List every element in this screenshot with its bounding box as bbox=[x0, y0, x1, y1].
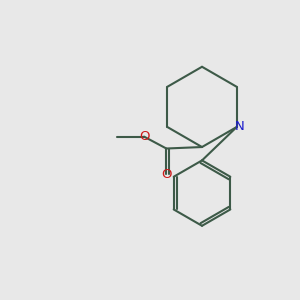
Text: O: O bbox=[139, 130, 149, 143]
Text: N: N bbox=[234, 120, 244, 133]
Text: O: O bbox=[161, 168, 172, 181]
